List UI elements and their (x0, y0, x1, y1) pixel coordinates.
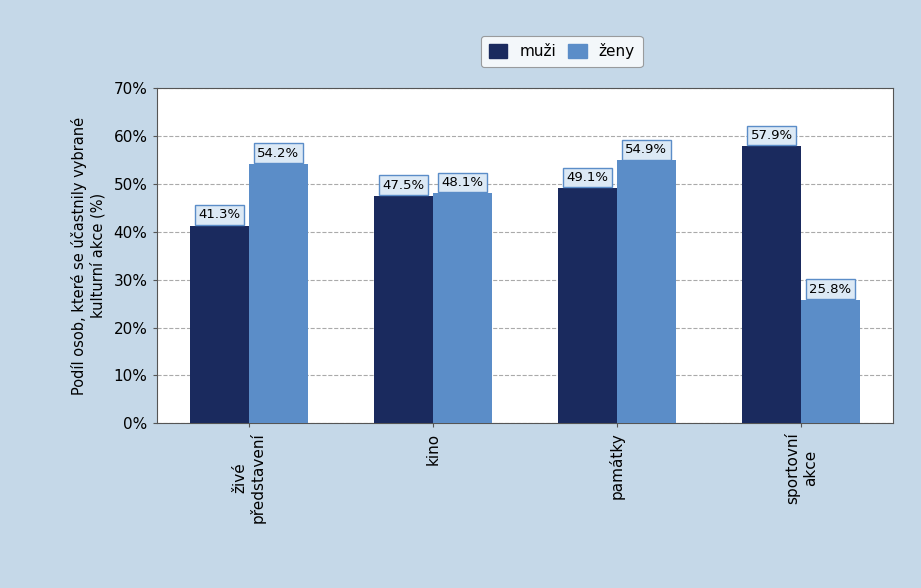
Text: 54.2%: 54.2% (257, 146, 299, 160)
Bar (249, 164, 308, 423)
Text: 41.3%: 41.3% (198, 209, 240, 222)
Text: 57.9%: 57.9% (751, 129, 793, 142)
Legend: muži, ženy: muži, ženy (481, 35, 643, 67)
Text: 47.5%: 47.5% (382, 179, 425, 192)
Text: 49.1%: 49.1% (566, 171, 609, 184)
Text: 48.1%: 48.1% (441, 176, 484, 189)
Text: 54.9%: 54.9% (625, 143, 668, 156)
Text: 25.8%: 25.8% (810, 283, 852, 296)
Bar (190, 226, 249, 423)
Y-axis label: Podíl osob, které se účastnily vybrané
kulturní akce (%): Podíl osob, které se účastnily vybrané k… (71, 116, 105, 395)
Bar (433, 193, 492, 423)
Bar (558, 188, 617, 423)
Bar (617, 161, 676, 423)
Bar (742, 146, 801, 423)
Bar (374, 196, 433, 423)
Bar (801, 300, 860, 423)
